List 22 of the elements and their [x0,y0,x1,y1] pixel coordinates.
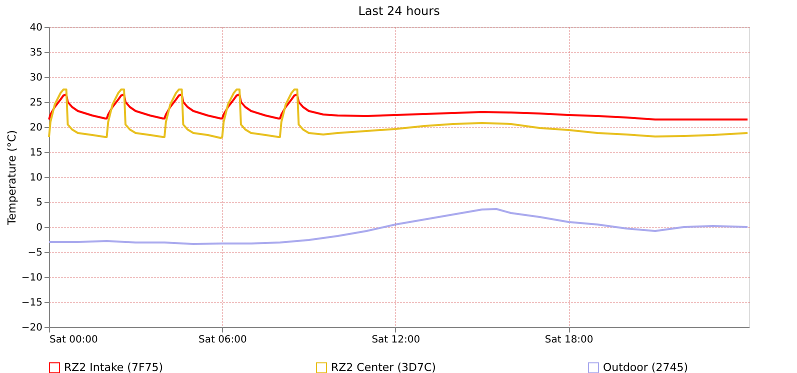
y-tick-label: 35 [30,48,42,58]
y-tick-label: 15 [30,148,42,158]
legend-label: RZ2 Center (3D7C) [331,360,436,373]
y-tick-label: 40 [30,22,42,34]
y-tick-label: 25 [30,98,42,108]
y-tick-label: −5 [28,248,42,258]
y-tick-label: 30 [30,72,42,84]
x-tick-label: Sat 06:00 [198,334,247,346]
chart-title: Last 24 hours [358,4,440,18]
y-tick-label: −20 [21,322,42,334]
x-tick-label: Sat 12:00 [372,334,420,346]
y-axis-title: Temperature (°C) [5,130,18,226]
y-tick-label: 20 [30,122,42,134]
x-tick-label: Sat 18:00 [544,334,594,346]
y-tick-label: 0 [36,222,42,234]
x-tick-label: Sat 00:00 [50,334,98,346]
y-tick-label: −15 [21,298,42,308]
legend-label: RZ2 Intake (7F75) [64,360,164,373]
y-tick-label: 10 [30,172,42,184]
y-tick-label: 5 [36,198,42,208]
y-tick-label: −10 [21,272,42,284]
legend-label: Outdoor (2745) [603,360,688,373]
